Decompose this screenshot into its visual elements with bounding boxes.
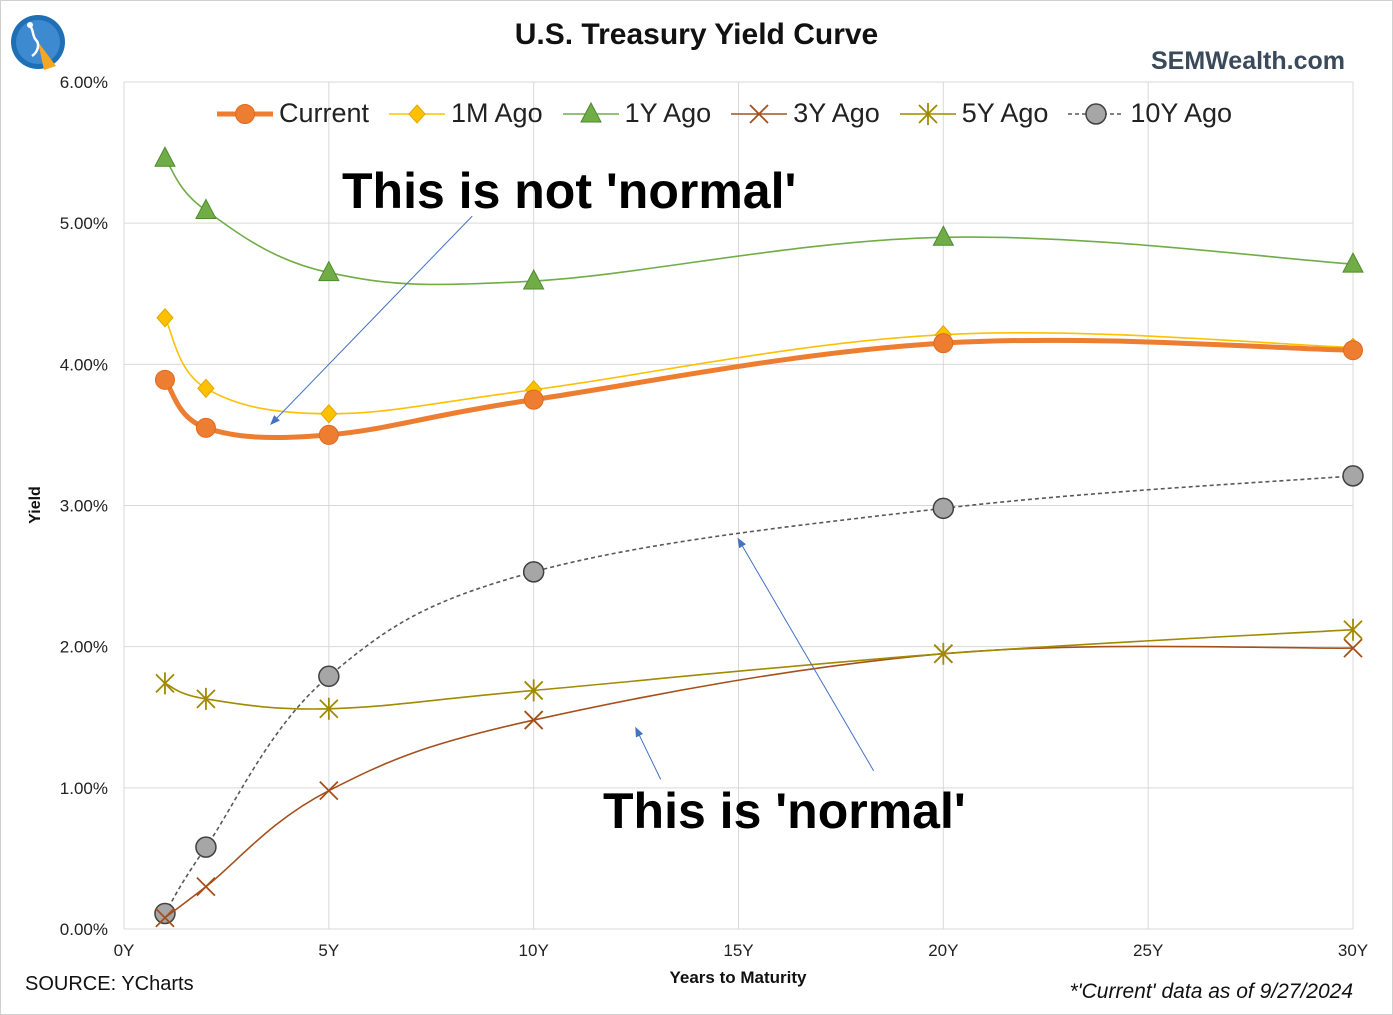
legend-item-y3: 3Y Ago: [729, 98, 880, 129]
legend-label: 5Y Ago: [961, 98, 1049, 128]
point-y10: [522, 561, 545, 583]
x-tick-label: 10Y: [519, 941, 549, 960]
point-y3: [319, 781, 339, 801]
legend-marker-icon: [579, 101, 602, 122]
legend-label: 10Y Ago: [1130, 98, 1232, 128]
point-y10: [318, 665, 340, 688]
x-axis-label: Years to Maturity: [669, 968, 807, 987]
semwealth-logo-icon: [11, 15, 65, 70]
legend-label: 1M Ago: [451, 98, 543, 128]
y-tick-label: 0.00%: [60, 920, 108, 939]
legend-swatch-icon: [1068, 102, 1125, 125]
point-m1: [320, 403, 338, 424]
x-tick-label: 20Y: [928, 941, 958, 960]
legend-item-m1: 1M Ago: [387, 98, 543, 129]
point-y5: [155, 672, 175, 695]
point-m1: [156, 307, 174, 328]
annotation-arrow: [635, 726, 662, 780]
point-y1: [154, 146, 176, 167]
point-y10: [1342, 465, 1364, 487]
series-line-y1: [164, 157, 1354, 286]
point-y3: [155, 908, 175, 928]
point-y1: [318, 260, 340, 282]
legend-label: 1Y Ago: [624, 98, 712, 128]
point-current: [318, 424, 339, 445]
point-y5: [1343, 618, 1363, 641]
point-current: [154, 369, 175, 390]
series-line-y5: [164, 628, 1354, 710]
point-y3: [196, 877, 216, 897]
point-m1: [197, 378, 215, 399]
point-y10: [932, 497, 955, 520]
point-y5: [319, 697, 339, 720]
legend-marker-icon: [408, 103, 426, 124]
y-tick-label: 3.00%: [60, 497, 108, 516]
x-tick-label: 0Y: [114, 941, 135, 960]
point-y1: [1342, 252, 1364, 273]
y-tick-label: 2.00%: [60, 638, 108, 657]
chart-title: U.S. Treasury Yield Curve: [514, 18, 879, 51]
x-tick-label: 15Y: [723, 941, 753, 960]
point-y1: [522, 268, 545, 290]
annotation-arrow: [737, 537, 875, 772]
legend-item-y1: 1Y Ago: [561, 98, 712, 129]
point-current: [933, 333, 954, 354]
point-y5: [196, 687, 216, 710]
legend-marker-icon: [749, 103, 769, 124]
point-y5: [933, 642, 953, 665]
legend-label: 3Y Ago: [793, 98, 880, 128]
point-y10: [195, 836, 217, 858]
annotation-not-normal: This is not 'normal': [342, 163, 797, 219]
y-tick-label: 5.00%: [60, 214, 108, 233]
legend-item-y10: 10Y Ago: [1066, 98, 1232, 129]
y-tick-label: 1.00%: [60, 779, 108, 798]
point-y3: [524, 710, 544, 730]
point-current: [1343, 340, 1363, 361]
annotation-arrow: [270, 215, 473, 426]
as-of-note: *'Current' data as of 9/27/2024: [1069, 980, 1353, 1003]
point-y1: [195, 198, 217, 219]
legend-swatch-icon: [389, 103, 446, 124]
x-tick-label: 5Y: [318, 941, 339, 960]
point-current: [195, 417, 216, 438]
legend-swatch-icon: [562, 101, 619, 122]
point-y10: [154, 902, 176, 925]
legend-item-y5: 5Y Ago: [898, 98, 1049, 129]
legend-swatch-icon: [899, 102, 956, 125]
series-line-y10: [164, 475, 1354, 914]
brand-label: SEMWealth.com: [1150, 47, 1345, 75]
x-tick-label: 25Y: [1133, 941, 1163, 960]
point-y1: [932, 225, 955, 246]
series-line-y3: [164, 645, 1354, 919]
legend-swatch-icon: [217, 103, 273, 124]
legend-item-current: Current: [215, 98, 369, 129]
legend-marker-icon: [918, 102, 938, 125]
annotation-normal: This is 'normal': [603, 783, 966, 839]
y-axis-label: Yield: [27, 486, 44, 524]
x-tick-label: 30Y: [1338, 941, 1368, 960]
series-line-m1: [164, 317, 1354, 415]
chart-legend: Current 1M Ago 1Y Ago 3Y Ago 5Y Ago 10Y Ago: [215, 98, 1232, 129]
legend-marker-icon: [235, 103, 255, 124]
y-tick-label: 4.00%: [60, 355, 108, 374]
series-line-current: [162, 337, 1354, 441]
legend-swatch-icon: [731, 103, 788, 124]
legend-marker-icon: [1085, 102, 1108, 125]
point-y3: [1343, 638, 1363, 658]
point-current: [523, 389, 544, 410]
point-y5: [524, 679, 544, 702]
y-tick-label: 6.00%: [60, 73, 108, 92]
source-note: SOURCE: YCharts: [25, 973, 194, 995]
legend-label: Current: [279, 98, 370, 128]
